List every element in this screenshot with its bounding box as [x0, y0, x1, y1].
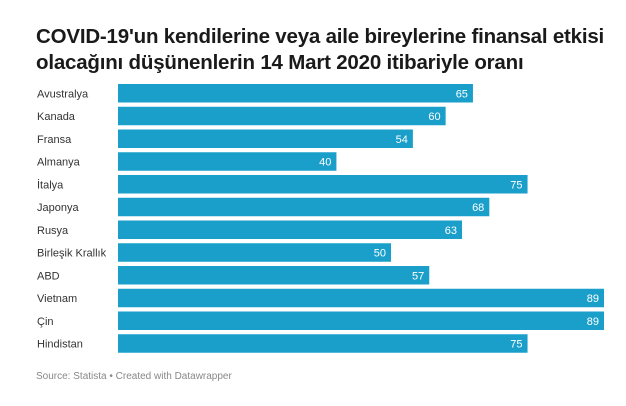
source-note: Source: Statista • Created with Datawrap… [36, 371, 232, 382]
bar [118, 197, 490, 217]
bar [118, 311, 604, 330]
category-label: Almanya [37, 157, 81, 169]
chart-title: COVID-19'un kendilerine veya aile bireyl… [36, 25, 605, 74]
category-label: Hindistan [37, 339, 83, 351]
bar [118, 288, 604, 308]
category-label: Avustralya [37, 88, 89, 100]
value-label: 89 [587, 316, 599, 328]
value-label: 68 [472, 202, 484, 214]
bar [118, 129, 413, 148]
value-label: 40 [319, 157, 331, 169]
value-label: 75 [510, 339, 522, 351]
bar [118, 334, 528, 353]
bar [118, 175, 528, 194]
bar [118, 266, 430, 285]
bar [118, 220, 463, 239]
category-label: İtalya [37, 178, 64, 191]
category-label: Rusya [37, 225, 69, 237]
value-label: 89 [587, 293, 599, 305]
value-label: 65 [456, 88, 468, 100]
bar [118, 243, 392, 262]
category-label: Çin [37, 316, 54, 328]
value-label: 75 [510, 179, 522, 191]
category-label: Japonya [37, 202, 79, 214]
value-label: 50 [374, 248, 386, 260]
bar [118, 152, 337, 171]
category-label: Kanada [37, 111, 76, 123]
category-label: Vietnam [37, 293, 77, 305]
value-label: 60 [428, 111, 440, 123]
category-label: ABD [37, 270, 60, 282]
value-label: 57 [412, 270, 424, 282]
bar [118, 106, 446, 126]
category-label: Birleşik Krallık [37, 248, 107, 260]
value-label: 63 [445, 225, 457, 237]
category-label: Fransa [37, 134, 72, 146]
value-label: 54 [396, 134, 408, 146]
bar [118, 84, 473, 103]
